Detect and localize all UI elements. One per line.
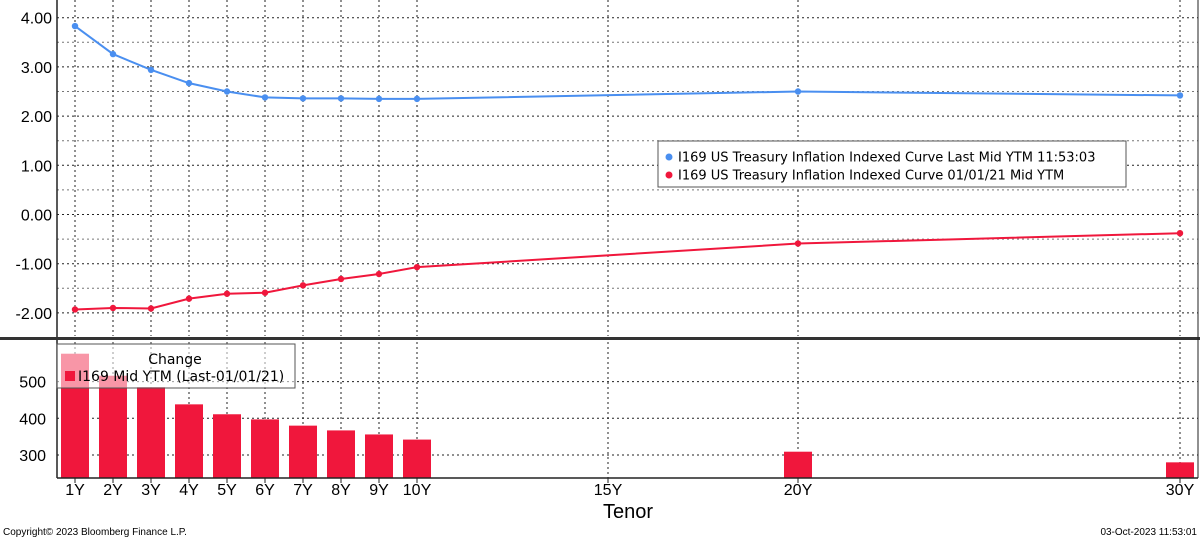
y-tick-label: 4.00	[21, 11, 52, 28]
change-bar	[99, 375, 127, 478]
point-2021-curve	[337, 275, 345, 283]
point-2021-curve	[413, 263, 421, 271]
bottom-legend-title: Change	[148, 352, 202, 368]
legend-label-last-curve: I169 US Treasury Inflation Indexed Curve…	[678, 151, 1095, 166]
x-axis-ticks: 1Y 2Y 3Y 4Y 5Y 6Y 7Y 8Y 9Y 10Y 15Y 20Y 30Y	[65, 478, 1195, 499]
y-tick-label: 400	[19, 411, 46, 428]
point-2021-curve	[299, 282, 307, 289]
y-tick-label: 0.00	[21, 208, 52, 225]
x-axis-title: Tenor	[603, 501, 653, 523]
change-bar	[784, 451, 812, 478]
y-tick-label: -2.00	[16, 306, 53, 323]
bottom-legend-box	[56, 343, 296, 389]
footer-timestamp: 03-Oct-2023 11:53:01	[1100, 527, 1197, 538]
change-bar	[1166, 462, 1194, 478]
point-last-curve	[794, 88, 802, 95]
x-tick-label: 5Y	[217, 482, 237, 499]
x-tick-label: 30Y	[1166, 482, 1195, 499]
change-bar	[251, 419, 279, 478]
y-tick-label: 3.00	[21, 60, 52, 77]
point-last-curve	[147, 66, 155, 74]
point-last-curve	[71, 22, 79, 30]
point-last-curve	[337, 95, 345, 102]
point-last-curve	[109, 50, 117, 58]
point-last-curve	[223, 88, 231, 95]
x-tick-label: 15Y	[594, 482, 623, 499]
bottom-panel-y-ticks: 500 400 300	[19, 375, 46, 465]
x-tick-label: 7Y	[293, 482, 313, 499]
chart-frame	[0, 0, 1200, 479]
line-last-curve	[74, 25, 1181, 100]
point-2021-curve	[1176, 229, 1184, 237]
x-tick-label: 8Y	[331, 482, 351, 499]
yield-lines	[71, 22, 1184, 313]
x-tick-label: 9Y	[369, 482, 389, 499]
point-2021-curve	[223, 290, 231, 297]
point-last-curve	[185, 79, 193, 87]
x-tick-label: 1Y	[65, 482, 85, 499]
change-bar	[213, 414, 241, 478]
y-tick-label: 500	[19, 375, 46, 392]
change-bar	[289, 425, 317, 478]
point-2021-curve	[185, 295, 193, 302]
point-2021-curve	[375, 270, 383, 278]
point-last-curve	[375, 95, 383, 103]
line-2021-curve	[74, 232, 1181, 311]
change-bar	[137, 387, 165, 478]
legend-marker-2021-curve	[665, 171, 673, 179]
legend-label-2021-curve: I169 US Treasury Inflation Indexed Curve…	[678, 169, 1064, 184]
point-2021-curve	[794, 240, 802, 247]
x-tick-label: 4Y	[179, 482, 199, 499]
point-2021-curve	[109, 304, 117, 312]
y-tick-label: -1.00	[16, 257, 53, 274]
y-tick-label: 1.00	[21, 158, 52, 175]
legend-marker-last-curve	[665, 153, 673, 161]
top-legend: I169 US Treasury Inflation Indexed Curve…	[657, 140, 1127, 188]
top-legend-box	[657, 140, 1127, 188]
point-last-curve	[261, 94, 269, 101]
y-tick-label: 2.00	[21, 109, 52, 126]
point-last-curve	[413, 95, 421, 103]
legend-marker-change	[65, 371, 75, 381]
point-2021-curve	[261, 289, 269, 296]
change-bar	[175, 404, 203, 478]
point-last-curve	[299, 95, 307, 102]
x-tick-label: 10Y	[403, 482, 432, 499]
y-tick-label: 300	[19, 448, 46, 465]
point-2021-curve	[147, 305, 155, 312]
x-tick-label: 6Y	[255, 482, 275, 499]
top-panel-y-ticks: 4.00 3.00 2.00 1.00 0.00 -1.00 -2.00	[16, 11, 53, 323]
point-2021-curve	[71, 306, 79, 313]
change-bar	[365, 434, 393, 478]
x-tick-label: 2Y	[103, 482, 123, 499]
x-tick-label: 20Y	[784, 482, 813, 499]
change-bars	[61, 353, 1194, 478]
point-last-curve	[1176, 92, 1184, 99]
footer-copyright: Copyright© 2023 Bloomberg Finance L.P.	[3, 527, 187, 538]
legend-label-change: I169 Mid YTM (Last-01/01/21)	[78, 369, 284, 385]
change-bar	[403, 439, 431, 478]
bottom-legend: Change I169 Mid YTM (Last-01/01/21)	[56, 343, 296, 389]
x-tick-label: 3Y	[141, 482, 161, 499]
change-bar	[327, 430, 355, 478]
